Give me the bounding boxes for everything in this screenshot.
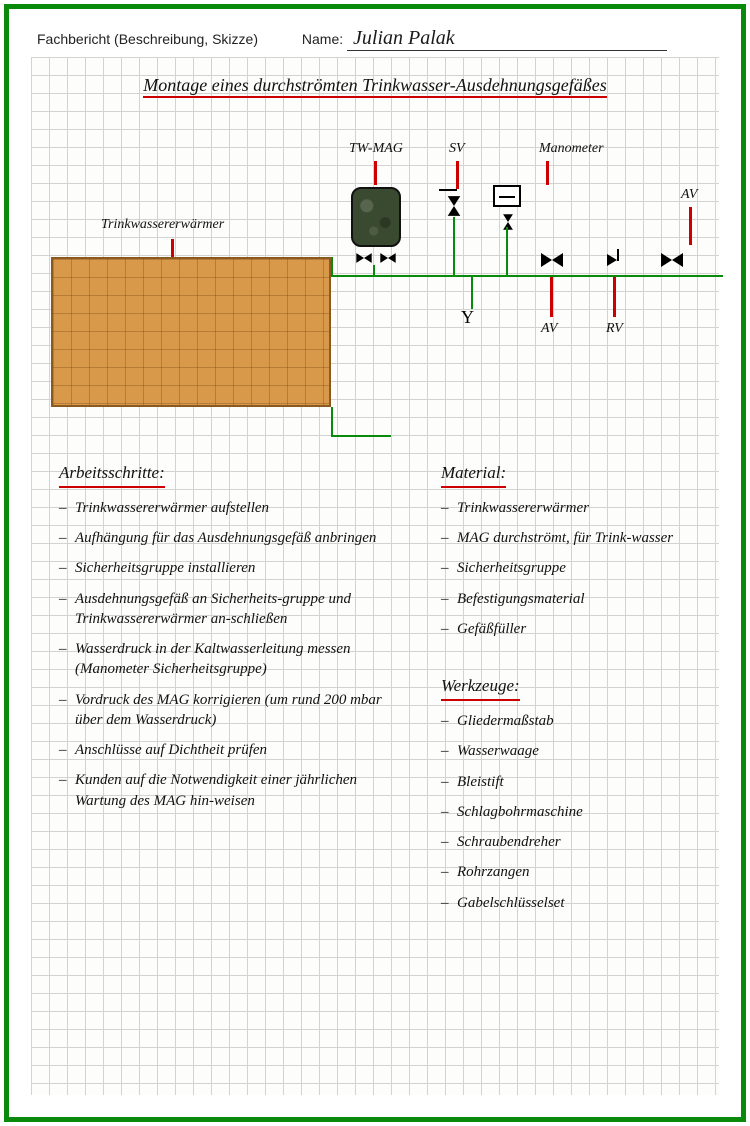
rv-bar xyxy=(617,249,619,261)
av-right-label: AV xyxy=(681,187,697,203)
safety-valve-icon xyxy=(448,196,461,216)
indicator-manometer xyxy=(546,161,549,185)
right-column: Material: Trinkwassererwärmer MAG durchs… xyxy=(441,462,711,923)
form-label: Fachbericht (Beschreibung, Skizze) xyxy=(37,31,258,47)
indicator-rv xyxy=(613,277,616,317)
steps-column: Arbeitsschritte: Trinkwassererwärmer auf… xyxy=(59,462,399,821)
content-area: Montage eines durchströmten Trinkwasser-… xyxy=(31,57,719,1095)
av-bottom-valve xyxy=(541,253,563,267)
valve-mag-left xyxy=(356,253,371,263)
funnel-icon: Y xyxy=(461,307,474,328)
page-frame: Fachbericht (Beschreibung, Skizze) Name:… xyxy=(4,4,746,1122)
indicator-sv xyxy=(456,161,459,189)
title-text: Montage eines durchströmten Trinkwasser-… xyxy=(143,75,606,98)
pipe-heater-bottom-h xyxy=(331,435,391,437)
indicator-av-bottom xyxy=(550,277,553,317)
pipe-manometer xyxy=(506,227,508,275)
name-value: Julian Palak xyxy=(347,27,667,51)
step-item: Wasserdruck in der Kaltwasserleitung mes… xyxy=(59,639,399,680)
mag-vessel xyxy=(351,187,401,247)
pipe-mag-down xyxy=(373,265,375,277)
page-title: Montage eines durchströmten Trinkwasser-… xyxy=(31,75,719,96)
heater-block xyxy=(51,257,331,407)
valve-mag-right xyxy=(380,253,395,263)
page-header: Fachbericht (Beschreibung, Skizze) Name:… xyxy=(37,27,713,51)
heater-label: Trinkwassererwärmer xyxy=(101,217,224,233)
material-item: Gefäßfüller xyxy=(441,619,711,639)
step-item: Trinkwassererwärmer aufstellen xyxy=(59,498,399,518)
diagram: Trinkwassererwärmer TW-MAG SV Manometer … xyxy=(41,127,709,447)
tool-item: Wasserwaage xyxy=(441,741,711,761)
pipe-right-end xyxy=(683,275,723,277)
step-item: Vordruck des MAG korrigieren (um rund 20… xyxy=(59,690,399,731)
step-item: Aufhängung für das Ausdehnungsgefäß anbr… xyxy=(59,528,399,548)
av-bottom-label: AV xyxy=(541,321,557,337)
material-item: MAG durchströmt, für Trink-wasser xyxy=(441,528,711,548)
steps-heading: Arbeitsschritte: xyxy=(59,462,165,488)
rv-valve xyxy=(607,254,617,266)
rv-label: RV xyxy=(606,321,623,337)
name-label: Name: xyxy=(302,31,343,47)
pipe-sv xyxy=(453,217,455,275)
mag-label: TW-MAG xyxy=(349,141,403,157)
pipe-funnel xyxy=(471,275,473,309)
step-item: Sicherheitsgruppe installieren xyxy=(59,558,399,578)
pipe-heater-top xyxy=(331,257,333,277)
tool-item: Schraubendreher xyxy=(441,832,711,852)
sv-cap xyxy=(439,189,457,191)
material-item: Trinkwassererwärmer xyxy=(441,498,711,518)
tools-heading: Werkzeuge: xyxy=(441,675,520,701)
pipe-heater-bottom-v xyxy=(331,407,333,437)
manometer-valve xyxy=(503,214,513,229)
tool-item: Rohrzangen xyxy=(441,862,711,882)
manometer-label: Manometer xyxy=(539,141,604,157)
pipe-main xyxy=(331,275,721,277)
material-heading: Material: xyxy=(441,462,506,488)
step-item: Ausdehnungsgefäß an Sicherheits-gruppe u… xyxy=(59,589,399,630)
tool-item: Gabelschlüsselset xyxy=(441,893,711,913)
indicator-mag xyxy=(374,161,377,185)
sv-label: SV xyxy=(449,141,465,157)
indicator-heater xyxy=(171,239,174,257)
tool-item: Bleistift xyxy=(441,772,711,792)
manometer-icon xyxy=(493,185,521,207)
tool-item: Schlagbohrmaschine xyxy=(441,802,711,822)
step-item: Anschlüsse auf Dichtheit prüfen xyxy=(59,740,399,760)
indicator-av-right xyxy=(689,207,692,245)
material-item: Sicherheitsgruppe xyxy=(441,558,711,578)
av-right-valve xyxy=(661,253,683,267)
tool-item: Gliedermaßstab xyxy=(441,711,711,731)
step-item: Kunden auf die Notwendigkeit einer jährl… xyxy=(59,770,399,811)
material-item: Befestigungsmaterial xyxy=(441,589,711,609)
